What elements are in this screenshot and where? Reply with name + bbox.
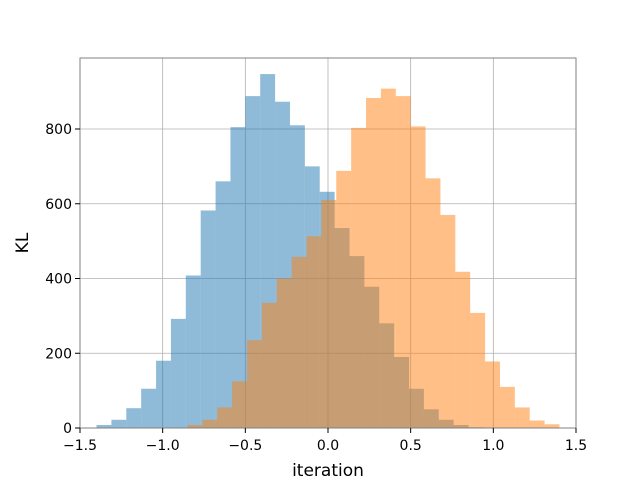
histogram-bar-series-1 (96, 425, 112, 428)
histogram-bar-series-2 (217, 407, 233, 428)
y-tick-label: 800 (45, 122, 72, 138)
histogram-bar-series-1 (185, 275, 201, 428)
histogram-bar-series-1 (215, 181, 231, 428)
histogram-bar-series-2 (276, 278, 292, 428)
histogram-bar-series-2 (425, 178, 441, 428)
histogram-bar-series-2 (470, 312, 486, 428)
x-tick-label: −1.0 (146, 438, 180, 454)
axis-ticks: −1.5 −1.0 −0.5 0.0 0.5 1.0 1.5 0 200 400 600 800 (45, 122, 587, 454)
histogram-bar-series-2 (306, 236, 322, 428)
histogram-bar-series-2 (544, 424, 560, 428)
y-axis-label: KL (13, 232, 33, 253)
x-tick-label: 0.5 (400, 438, 422, 454)
x-tick-label: −0.5 (228, 438, 262, 454)
x-tick-label: 1.0 (482, 438, 504, 454)
histogram-bar-series-2 (232, 381, 247, 428)
histogram-bar-series-2 (485, 361, 500, 428)
histogram-bar-series-2 (187, 425, 203, 428)
y-tick-label: 600 (45, 197, 72, 213)
histogram-bar-series-2 (514, 407, 530, 428)
histogram-bar-series-2 (499, 386, 515, 428)
histogram-bar-series-2 (410, 126, 426, 429)
histogram-bar-series-1 (141, 388, 157, 428)
histogram-bar-series-2 (455, 271, 471, 428)
histogram-bar-series-2 (440, 214, 456, 428)
histogram-bar-series-2 (351, 127, 367, 428)
x-axis-label: iteration (292, 461, 364, 480)
histogram-bar-series-1 (200, 210, 216, 428)
histogram-bar-series-1 (230, 127, 246, 428)
y-tick-label: 400 (45, 272, 72, 288)
histogram-bar-series-2 (336, 170, 352, 428)
histogram-bar-series-1 (111, 419, 127, 428)
histogram-bar-series-2 (291, 256, 307, 428)
histogram-bar-series-1 (170, 318, 186, 428)
histogram-bar-series-2 (366, 97, 381, 428)
x-tick-label: −1.5 (63, 438, 97, 454)
histogram-bar-series-2 (202, 419, 218, 428)
histogram-bar-series-2 (261, 302, 277, 428)
y-tick-label: 0 (63, 421, 72, 437)
histogram-bar-series-1 (156, 360, 171, 428)
histogram-bar-series-2 (246, 340, 262, 428)
x-tick-label: 0.0 (317, 438, 339, 454)
x-tick-label: 1.5 (565, 438, 587, 454)
histogram-bar-series-2 (529, 420, 545, 428)
y-tick-label: 200 (45, 346, 72, 362)
histogram-bar-series-1 (126, 408, 142, 428)
histogram-bar-series-2 (321, 200, 337, 428)
histogram-bars (96, 74, 560, 429)
histogram-bar-series-2 (395, 96, 411, 428)
histogram-bar-series-2 (380, 88, 396, 429)
